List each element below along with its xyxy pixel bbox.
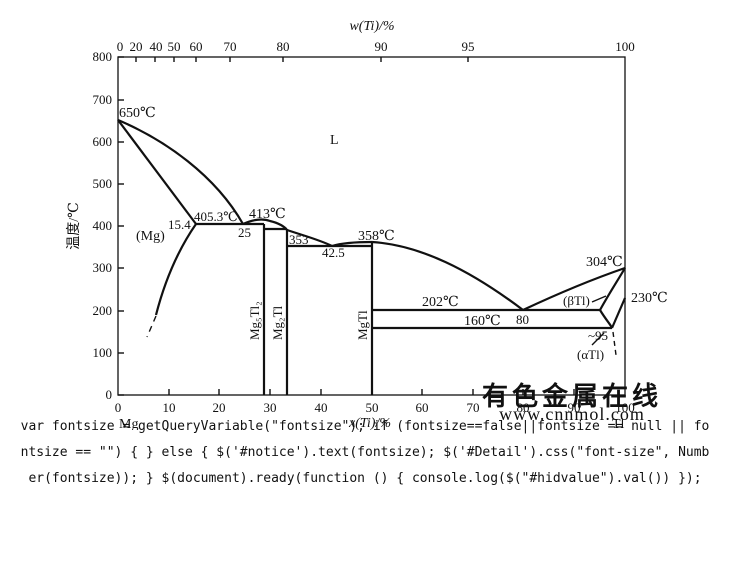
x-tick-50: 50 xyxy=(366,400,379,415)
label-358: 358℃ xyxy=(358,229,395,244)
bottom-axis-ticks xyxy=(168,389,575,395)
top-tick-90: 90 xyxy=(375,39,388,54)
top-tick-0: 0 xyxy=(117,39,124,54)
label-413: 413℃ xyxy=(249,207,286,222)
alpha-arrow xyxy=(591,332,605,346)
element-right-label: Tl xyxy=(612,417,625,430)
liquidus-mg xyxy=(117,118,244,225)
x-tick-100: 100 xyxy=(615,400,635,415)
label-15-4: 15.4 xyxy=(168,217,191,232)
y-tick-700: 700 xyxy=(93,92,113,107)
liquidus-mg5tl2 xyxy=(242,218,288,231)
embedded-script-text: var fontsize = getQueryVariable("fontsiz… xyxy=(20,419,710,486)
label-25: 25 xyxy=(238,225,251,240)
beta-boundary xyxy=(599,309,614,329)
label-202: 202℃ xyxy=(422,295,459,310)
y-tick-800: 800 xyxy=(93,49,113,64)
solidus-beta-tl xyxy=(599,267,626,311)
y-tick-300: 300 xyxy=(93,260,113,275)
label-alpha-tl: (αTl) xyxy=(577,347,604,362)
left-axis-ticks xyxy=(118,56,124,396)
watermark-url: www.cnnmol.com xyxy=(499,404,645,424)
label-mgtl: MgTl xyxy=(355,310,370,340)
top-tick-20: 20 xyxy=(130,39,143,54)
x-tick-80: 80 xyxy=(517,400,530,415)
label-304: 304℃ xyxy=(586,255,623,270)
y-tick-600: 600 xyxy=(93,134,113,149)
liquidus-mg2tl xyxy=(286,228,333,247)
y-tick-100: 100 xyxy=(93,345,113,360)
label-mg-phase: (Mg) xyxy=(136,229,165,244)
x-tick-60: 60 xyxy=(416,400,429,415)
liquidus-tl xyxy=(522,266,626,311)
label-405: 405.3℃ xyxy=(194,209,238,224)
mg-tl-phase-diagram: 0 100 200 300 400 500 600 700 800 温度/℃ 0… xyxy=(66,19,668,430)
beta-arrow xyxy=(591,295,607,303)
top-tick-40: 40 xyxy=(150,39,163,54)
top-tick-80: 80 xyxy=(277,39,290,54)
label-liquid: L xyxy=(330,133,339,148)
y-tick-500: 500 xyxy=(93,176,113,191)
label-95: ~95 xyxy=(588,328,608,343)
top-tick-100: 100 xyxy=(615,39,635,54)
alpha-solvus-dashed xyxy=(612,331,617,356)
y-axis-title: 温度/℃ xyxy=(66,202,82,250)
y-tick-0: 0 xyxy=(106,387,113,402)
watermark: 有色金属在线 xyxy=(482,381,662,411)
top-tick-50: 50 xyxy=(168,39,181,54)
label-160: 160℃ xyxy=(464,314,501,329)
label-230: 230℃ xyxy=(631,291,668,306)
label-beta-tl: (βTl) xyxy=(563,293,590,308)
phase-boundaries xyxy=(117,118,627,395)
x-axis-title: x(Ti)/% xyxy=(348,416,391,430)
top-tick-60: 60 xyxy=(190,39,203,54)
liquidus-mgtl-right xyxy=(371,240,524,311)
liquidus-mgtl-left xyxy=(331,240,373,248)
y-tick-200: 200 xyxy=(93,303,113,318)
label-42-5: 42.5 xyxy=(322,245,345,260)
top-axis-ticks xyxy=(135,57,469,62)
top-tick-70: 70 xyxy=(224,39,237,54)
x-tick-30: 30 xyxy=(264,400,277,415)
label-mg5tl2: Mg₅Tl₂ xyxy=(247,301,262,340)
x-tick-20: 20 xyxy=(213,400,226,415)
x-tick-40: 40 xyxy=(315,400,328,415)
label-650: 650℃ xyxy=(119,106,156,121)
label-353: 353 xyxy=(289,232,309,247)
solvus-mg xyxy=(154,223,197,316)
x-tick-90: 90 xyxy=(568,400,581,415)
x-tick-70: 70 xyxy=(467,400,480,415)
solvus-mg-dashed xyxy=(146,315,157,338)
top-tick-95: 95 xyxy=(462,39,475,54)
label-80: 80 xyxy=(516,312,529,327)
element-left-label: Mg xyxy=(119,417,138,430)
beta-alpha-230 xyxy=(610,297,627,329)
x-tick-0: 0 xyxy=(115,400,122,415)
top-axis-title: w(Ti)/% xyxy=(349,19,394,34)
solidus-mg xyxy=(117,119,197,225)
x-tick-10: 10 xyxy=(163,400,176,415)
y-tick-400: 400 xyxy=(93,218,113,233)
label-mg2tl: Mg₂Tl xyxy=(270,305,285,340)
